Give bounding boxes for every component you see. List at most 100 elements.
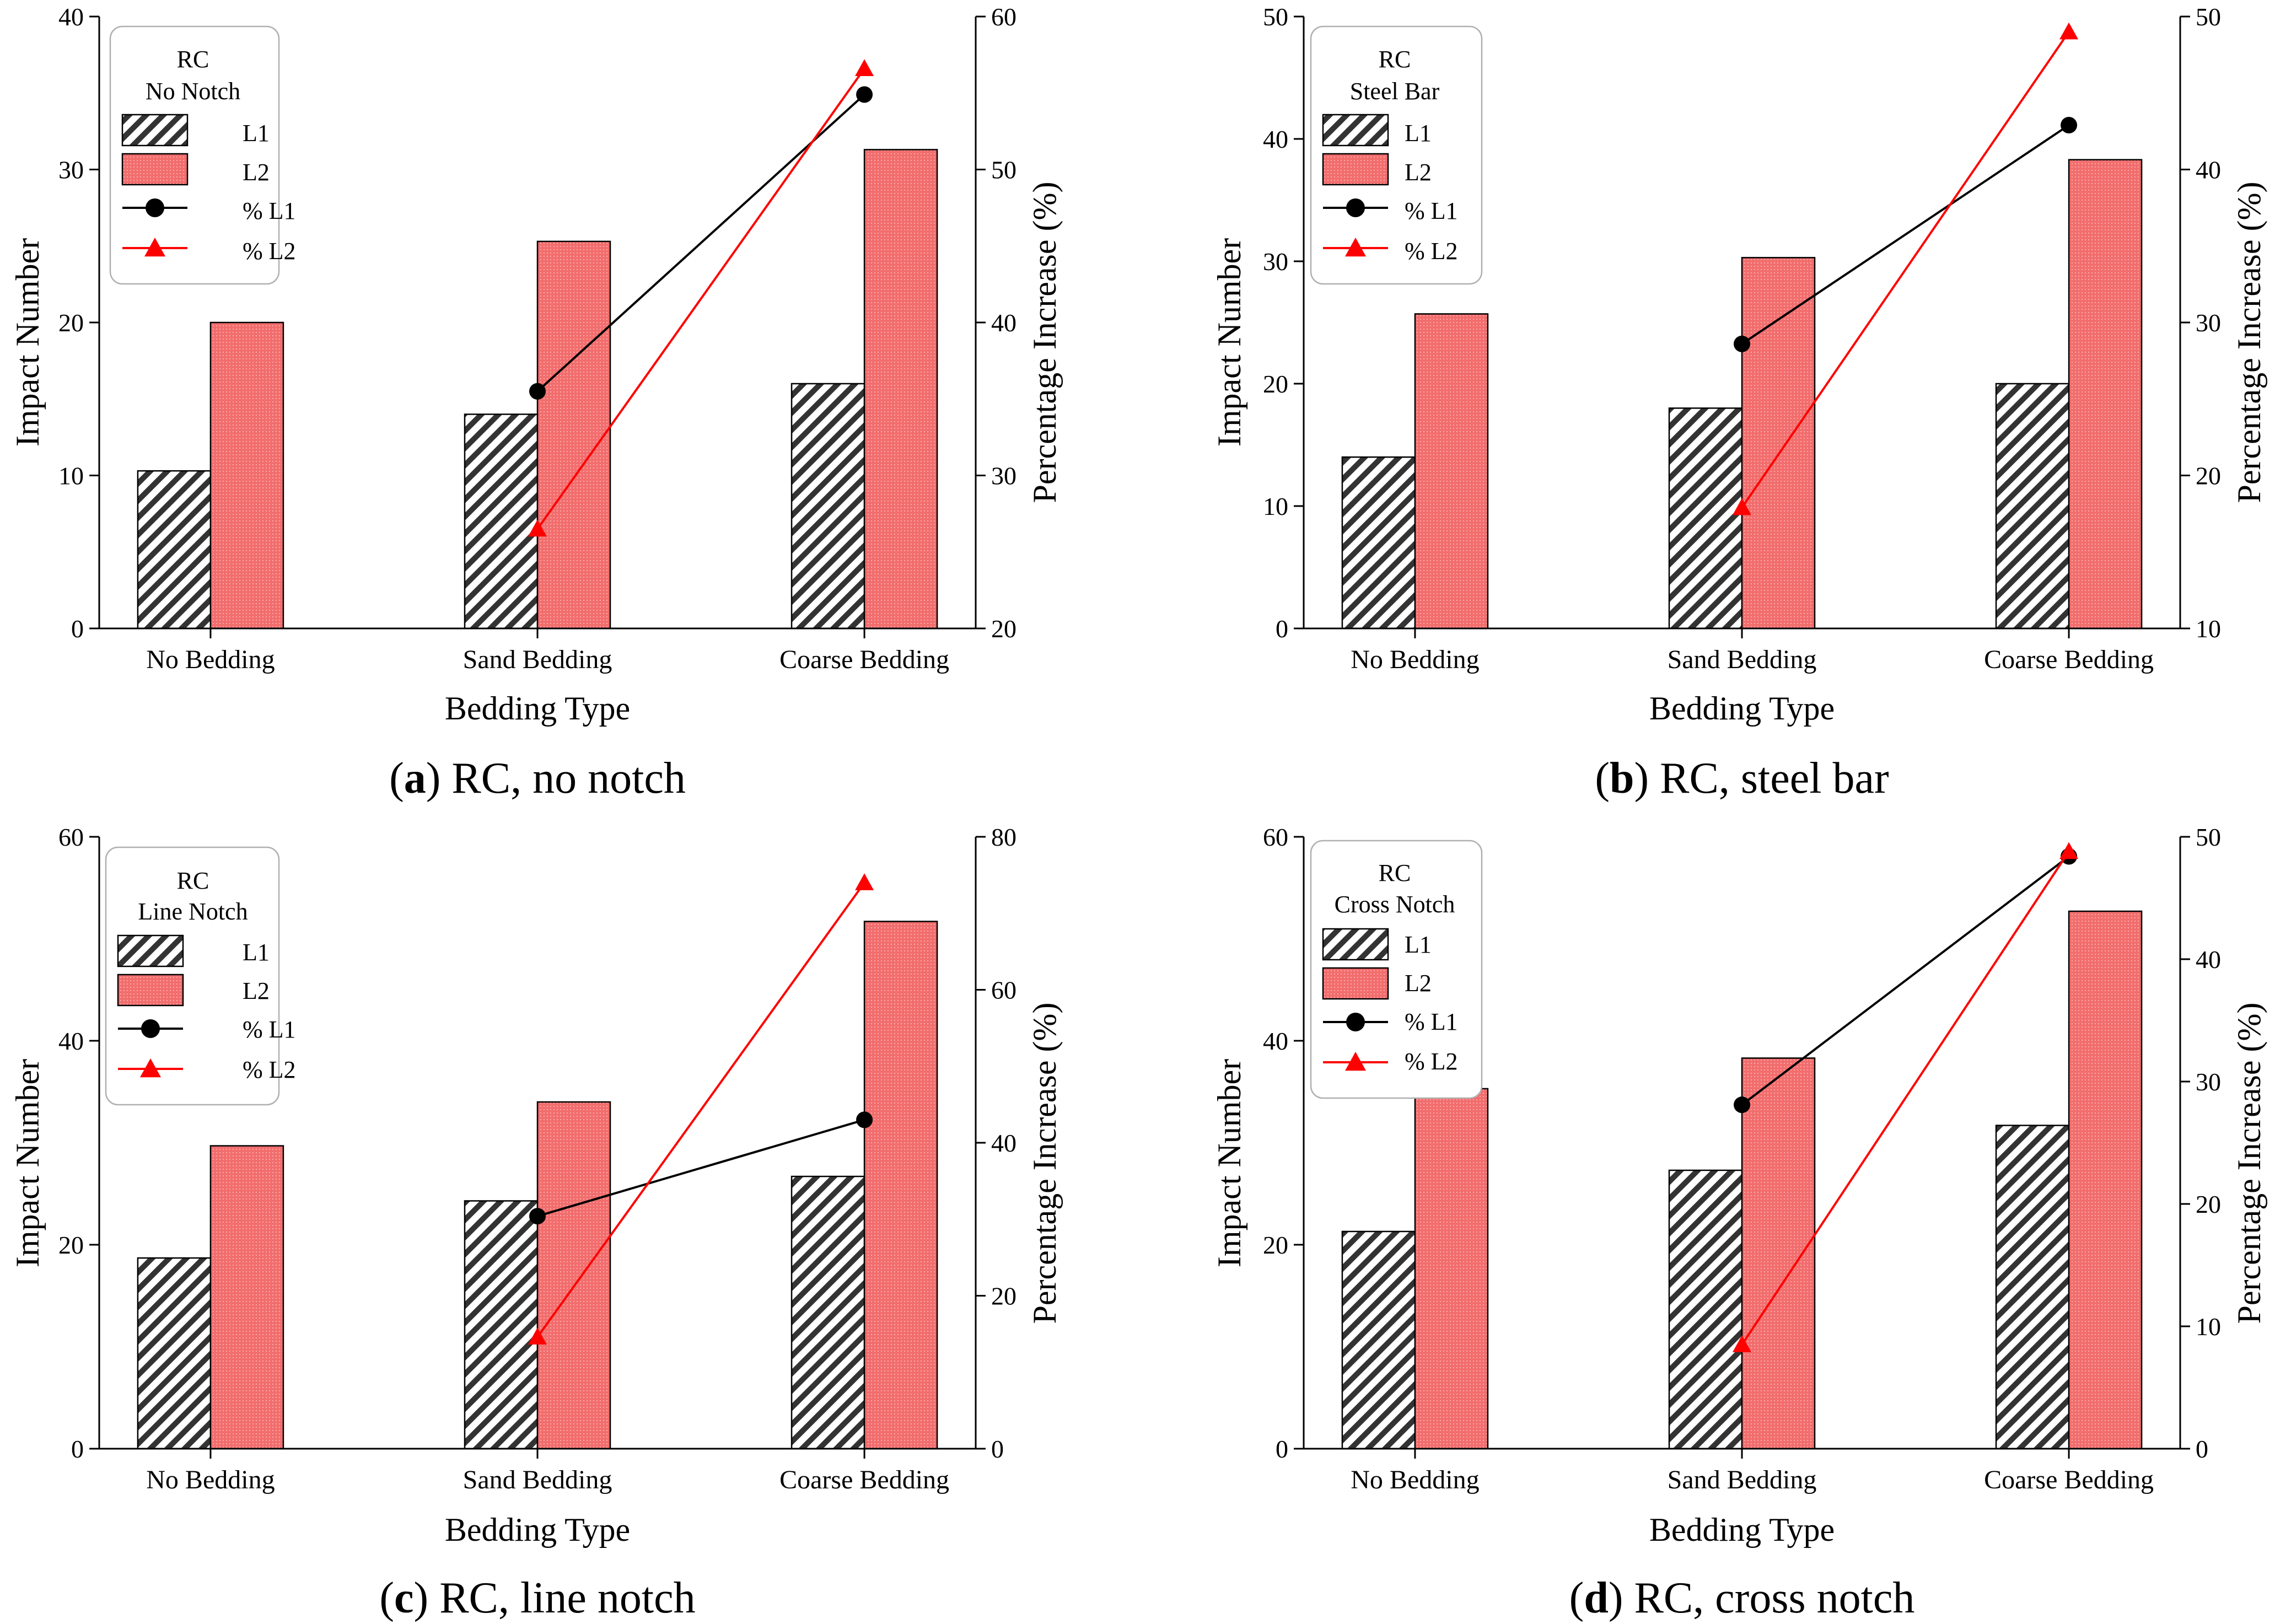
point-pct-l1 <box>529 383 546 400</box>
y2-tick-label: 20 <box>991 615 1017 643</box>
caption-letter: b <box>1610 754 1634 803</box>
x-tick-label: Coarse Bedding <box>1984 645 2154 674</box>
filled-triangle-icon <box>144 238 165 257</box>
y2-tick-label: 10 <box>2196 1313 2221 1341</box>
legend-label-l1: L1 <box>1405 931 1432 958</box>
legend-swatch-l1 <box>121 114 189 147</box>
point-pct-l2 <box>1733 1335 1751 1352</box>
y2-tick-label: 50 <box>2196 3 2221 31</box>
bar-l2 <box>1741 1057 1816 1450</box>
bar-l1 <box>137 470 212 630</box>
legend-label-l2: L2 <box>1405 970 1432 997</box>
legend-title-line1: RC <box>1379 859 1411 886</box>
plot-layer: 0 10 20 30 40 50 10 20 30 40 50 No Bedding Sand Bedd… <box>1263 3 2221 674</box>
bar-l1 <box>1341 1230 1416 1450</box>
x-tick-label: Sand Bedding <box>1668 645 1817 674</box>
y-axis-title: Impact Number <box>9 238 46 447</box>
bar-l1 <box>790 383 865 630</box>
y2-tick-label: 20 <box>991 1282 1017 1310</box>
x-tick-label: No Bedding <box>146 645 275 674</box>
y-tick-label: 0 <box>1276 615 1288 643</box>
y-tick-label: 40 <box>1263 1027 1288 1055</box>
plot-layer: 0 10 20 30 40 20 30 40 50 60 No Bedding Sand Beddin… <box>58 3 1017 674</box>
legend-label-l2: L2 <box>243 159 270 186</box>
caption-d: (d) RC, cross notch <box>1569 1574 1915 1622</box>
y2-tick-label: 50 <box>2196 823 2221 851</box>
legend-label-l1: L1 <box>1405 120 1432 147</box>
x-tick-label: Sand Bedding <box>463 645 612 674</box>
y2-tick-label: 60 <box>991 976 1017 1004</box>
series-line-pct-l2 <box>536 882 865 1338</box>
point-pct-l1 <box>1734 335 1750 352</box>
x-axis-title: Bedding Type <box>1649 1512 1835 1548</box>
y2-tick-label: 50 <box>991 156 1017 184</box>
chart-panel-c: 0 20 40 60 0 20 40 60 80 No Bedding Sand Bedding Co… <box>9 823 1063 1622</box>
bar-l1 <box>790 1175 865 1450</box>
legend-swatch-l1 <box>1322 114 1389 147</box>
x-tick-label: Sand Bedding <box>463 1465 612 1494</box>
y2-tick-label: 30 <box>2196 1068 2221 1096</box>
caption-b: (b) RC, steel bar <box>1595 754 1889 803</box>
series-line-pct-l1 <box>1741 124 2070 345</box>
series-line-pct-l1 <box>537 1118 865 1218</box>
y-tick-label: 0 <box>71 1435 84 1463</box>
y-tick-label: 50 <box>1263 3 1288 31</box>
legend-box <box>105 846 280 1106</box>
y2-axis-title: Percentage Increase (%) <box>1026 1003 1063 1324</box>
caption-text: ) RC, cross notch <box>1609 1574 1915 1622</box>
legend-label-pct-l2: % L2 <box>1405 1048 1458 1075</box>
y2-axis-title: Percentage Increase (%) <box>2231 182 2267 503</box>
legend <box>1310 840 1483 1099</box>
point-pct-l2 <box>2059 842 2079 859</box>
legend-swatch-l2 <box>1322 967 1389 1000</box>
caption-text: ) RC, no notch <box>426 754 686 803</box>
legend-label-pct-l1: % L1 <box>1405 197 1458 224</box>
y-tick-label: 20 <box>1263 1231 1288 1259</box>
legend-label-pct-l2: % L2 <box>1405 238 1458 265</box>
caption-letter: a <box>404 754 426 803</box>
point-pct-l1 <box>529 1208 546 1225</box>
chart-panel-a: 0 10 20 30 40 20 30 40 50 60 No Bedding Sand Beddin… <box>9 3 1063 803</box>
bar-l2 <box>536 1101 611 1450</box>
x-tick-label: Sand Bedding <box>1668 1465 1817 1494</box>
x-tick-label: No Bedding <box>1351 645 1479 674</box>
legend <box>105 846 280 1106</box>
bar-l2 <box>1414 313 1489 630</box>
y2-tick-label: 30 <box>991 462 1017 490</box>
legend-box <box>1310 25 1483 285</box>
legend-title-line2: Steel Bar <box>1350 78 1440 105</box>
y2-tick-label: 20 <box>2196 1190 2221 1218</box>
bar-l1 <box>1341 456 1416 630</box>
y-tick-label: 40 <box>58 3 84 31</box>
bar-l1 <box>1995 1125 2070 1450</box>
point-pct-l2 <box>528 519 547 537</box>
caption-a: (a) RC, no notch <box>389 754 686 803</box>
legend-title-line2: Line Notch <box>138 898 248 925</box>
y-tick-label: 20 <box>58 1231 84 1259</box>
legend-title-line2: No Notch <box>146 78 240 105</box>
bar-l1 <box>464 413 539 630</box>
series-line-pct-l2 <box>1741 851 2070 1346</box>
y2-tick-label: 0 <box>991 1435 1004 1463</box>
filled-circle-icon <box>1346 1013 1365 1031</box>
point-pct-l1 <box>856 1111 873 1128</box>
y-axis-title: Impact Number <box>1211 238 1247 447</box>
y-tick-label: 0 <box>1276 1435 1288 1463</box>
caption-text: ) RC, steel bar <box>1634 754 1889 803</box>
y-tick-label: 40 <box>58 1027 84 1055</box>
filled-circle-icon <box>1346 198 1365 217</box>
series-line-pct-l2 <box>536 68 865 530</box>
caption-c: (c) RC, line notch <box>379 1574 695 1622</box>
caption-letter: c <box>394 1574 414 1622</box>
y-axis-title: Impact Number <box>9 1059 46 1267</box>
point-pct-l2 <box>1733 498 1751 515</box>
y-tick-label: 20 <box>1263 370 1288 398</box>
point-pct-l1 <box>856 86 873 103</box>
legend-label-pct-l1: % L1 <box>1405 1008 1458 1035</box>
legend-box <box>1310 840 1483 1099</box>
y-tick-label: 0 <box>71 615 84 643</box>
y-tick-label: 60 <box>1263 823 1288 851</box>
chart-panel-d: 0 20 40 60 0 10 20 30 40 50 No Bedding Sand Bedding… <box>1211 823 2267 1622</box>
legend-title-line1: RC <box>1379 46 1411 73</box>
